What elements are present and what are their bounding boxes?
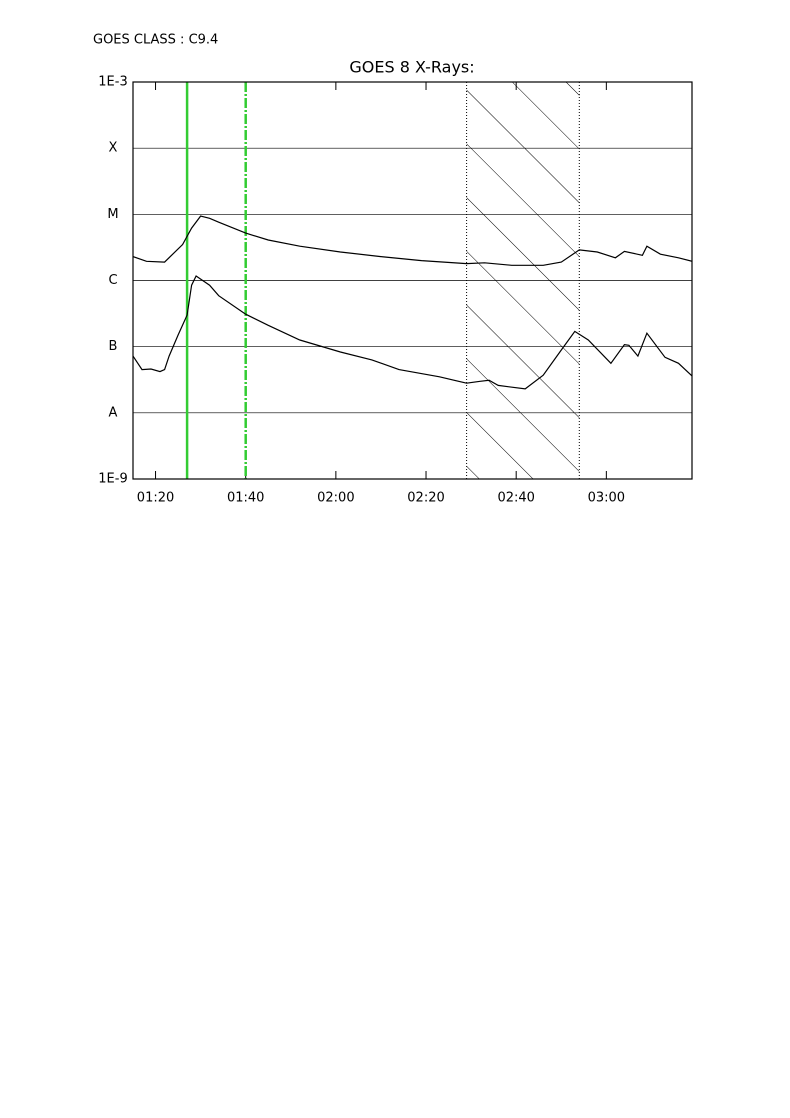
flux-line [133,215,692,266]
x-tick-label: 02:40 [497,491,534,506]
x-tick-label: 01:40 [227,491,264,506]
x-tick-label: 02:00 [317,491,354,506]
x-tick-label: 01:20 [137,491,174,506]
chart-title: GOES 8 X-Rays: [349,58,474,77]
y-tick-label: B [109,339,118,354]
y-tick-label: X [109,141,118,156]
y-tick-label: 1E-9 [98,472,127,487]
plot-frame [132,81,693,480]
x-tick-label: 02:20 [407,491,444,506]
y-tick-label: A [109,405,118,420]
flux-line [133,275,692,390]
y-tick-label: 1E-3 [98,75,127,90]
y-tick-label: M [107,207,118,222]
x-tick-label: 03:00 [588,491,625,506]
class-label: GOES CLASS : C9.4 [93,33,218,48]
y-tick-label: C [108,273,117,288]
